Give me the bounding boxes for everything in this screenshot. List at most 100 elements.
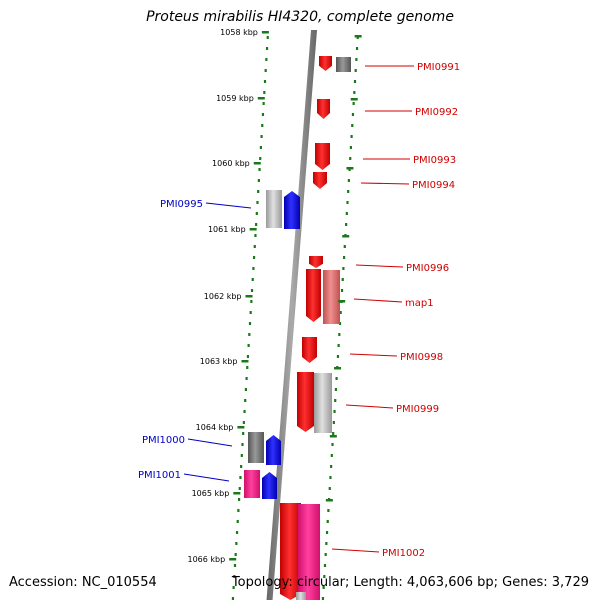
ruler-dot [260, 135, 263, 138]
ruler-dot [347, 179, 350, 182]
ruler-dot [233, 564, 237, 567]
cds-block [266, 190, 282, 228]
ruler-dot [339, 311, 342, 314]
ruler-dot [334, 399, 337, 402]
cds-block [248, 432, 264, 463]
ruler-dot [238, 487, 241, 490]
ruler-dot [237, 498, 241, 501]
tick-label: 1060 kbp [212, 159, 250, 168]
ruler-dot [240, 465, 243, 468]
gene-label: PMI0994 [412, 180, 455, 191]
tick-mark-right [350, 98, 358, 101]
cds-block [296, 592, 306, 600]
ruler-dot [340, 289, 344, 292]
tick-mark-right [325, 499, 333, 502]
ruler-dot [254, 234, 257, 237]
ruler-dot [326, 520, 329, 523]
ruler-dot [345, 212, 348, 215]
tick-label: 1063 kbp [200, 357, 238, 366]
ruler-dot [261, 124, 264, 127]
accession-text: Accession: NC_010554 [9, 575, 157, 590]
ruler-dot [259, 146, 263, 149]
ruler-dot [242, 421, 245, 424]
ruler-dot [345, 223, 348, 226]
ruler-dot [250, 289, 254, 292]
map-title: Proteus mirabilis HI4320, complete genom… [146, 9, 454, 25]
cds-arrow-forward [280, 503, 301, 600]
ruler-dot [250, 300, 253, 303]
leader-line [331, 548, 380, 553]
ruler-dot [342, 267, 345, 270]
tick-mark-right [346, 167, 354, 170]
cds-arrow-reverse [284, 191, 300, 229]
cds-block [298, 504, 320, 600]
ruler-dot [341, 278, 344, 281]
gene-label: PMI0992 [415, 107, 458, 118]
ruler-dot [249, 311, 252, 314]
ruler-dot [252, 256, 256, 259]
ruler-dot [242, 432, 245, 435]
leader-line [355, 264, 404, 268]
ruler-dot [354, 69, 357, 72]
tick-mark [241, 360, 249, 363]
gene-label: PMI0998 [400, 352, 443, 363]
ruler-dot [248, 333, 251, 336]
ruler-dot [337, 344, 340, 347]
tick-label: 1061 kbp [208, 225, 246, 234]
ruler-dot [239, 476, 242, 479]
leader-line [183, 473, 230, 482]
ruler-dot [251, 278, 254, 281]
tick-label: 1058 kbp [220, 28, 258, 37]
ruler-dot [324, 553, 327, 556]
ruler-dot [352, 102, 355, 105]
cds-arrow-forward [313, 172, 327, 189]
tick-mark [257, 97, 265, 100]
tick-mark [249, 228, 257, 231]
ruler-dot [355, 58, 358, 61]
tick-mark [253, 162, 261, 165]
ruler-dot [346, 201, 349, 204]
ruler-dot [325, 542, 328, 545]
cds-arrow-forward [317, 99, 330, 119]
topology-text: Topology: circular; Length: 4,063,606 bp… [231, 575, 589, 590]
ruler-dot [263, 91, 266, 94]
ruler-dot [246, 366, 249, 369]
ruler-dot [335, 377, 338, 380]
tick-mark [245, 295, 253, 298]
feature-track [244, 56, 351, 600]
ruler-dot [257, 179, 260, 182]
tick-mark-right [334, 367, 342, 370]
tick-mark [261, 31, 269, 34]
ruler-dot [236, 520, 239, 523]
cds-arrow-forward [297, 372, 314, 432]
ruler-dot [265, 47, 269, 50]
tick-mark-right [329, 435, 337, 438]
ruler-dot [263, 80, 267, 83]
ruler-dot [338, 333, 341, 336]
ruler-dot [243, 410, 246, 413]
ruler-dot [332, 421, 335, 424]
cds-arrow-reverse [262, 472, 277, 499]
cds-arrow-forward [306, 269, 321, 322]
ruler-dot [331, 443, 334, 446]
ruler-dot [258, 168, 261, 171]
cds-arrow-forward [309, 256, 323, 268]
cds-arrow-forward [315, 143, 330, 170]
tick-label: 1065 kbp [192, 489, 230, 498]
tick-label: 1059 kbp [216, 94, 254, 103]
ruler-dot [233, 575, 236, 578]
ruler-dot [343, 245, 346, 248]
ruler-dot [342, 256, 346, 259]
leader-line [205, 202, 252, 209]
ruler-dot [240, 454, 243, 457]
ruler-dot [350, 135, 353, 138]
ruler-dot [321, 597, 325, 600]
cds-block [244, 470, 260, 498]
ruler-dot [261, 113, 265, 116]
cds-block [323, 270, 340, 324]
ruler-dot [246, 355, 250, 358]
tick-label: 1066 kbp [187, 555, 225, 564]
ruler-dot [244, 388, 248, 391]
cds-arrow-forward [302, 337, 317, 363]
